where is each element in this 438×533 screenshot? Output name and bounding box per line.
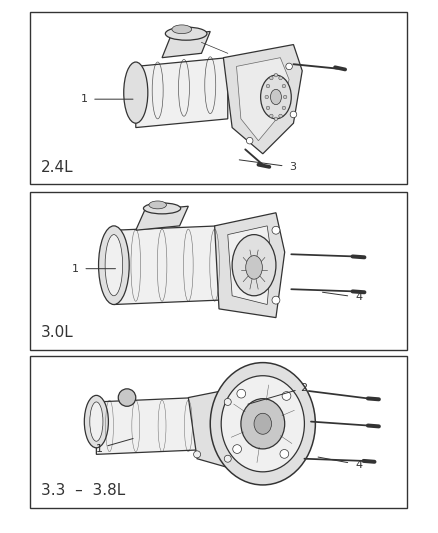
Ellipse shape	[282, 392, 291, 400]
Text: 4: 4	[356, 460, 363, 470]
Ellipse shape	[233, 445, 241, 454]
Ellipse shape	[266, 106, 270, 110]
Ellipse shape	[269, 76, 273, 80]
Ellipse shape	[124, 62, 148, 123]
Ellipse shape	[254, 413, 272, 434]
Ellipse shape	[282, 106, 286, 110]
Ellipse shape	[274, 117, 278, 120]
Polygon shape	[136, 206, 188, 230]
Bar	[30, 357, 407, 507]
Ellipse shape	[149, 201, 166, 209]
Polygon shape	[114, 226, 219, 304]
Polygon shape	[188, 389, 237, 467]
Ellipse shape	[286, 63, 293, 70]
Ellipse shape	[272, 296, 280, 304]
Ellipse shape	[282, 84, 286, 88]
Polygon shape	[215, 213, 285, 318]
Ellipse shape	[99, 226, 129, 304]
Text: 1: 1	[96, 444, 103, 454]
Ellipse shape	[290, 111, 297, 118]
Ellipse shape	[265, 95, 268, 99]
Text: 1: 1	[81, 94, 88, 104]
Ellipse shape	[241, 399, 285, 449]
Ellipse shape	[246, 256, 262, 279]
Bar	[30, 192, 407, 350]
Polygon shape	[223, 45, 302, 154]
Ellipse shape	[105, 235, 123, 296]
Ellipse shape	[283, 95, 287, 99]
Ellipse shape	[224, 455, 231, 462]
Ellipse shape	[221, 376, 304, 472]
Polygon shape	[237, 58, 289, 141]
Ellipse shape	[272, 227, 280, 234]
Ellipse shape	[274, 74, 278, 77]
Text: 4: 4	[356, 292, 363, 302]
Ellipse shape	[166, 27, 207, 40]
Ellipse shape	[270, 90, 281, 104]
Text: 2: 2	[300, 383, 307, 393]
Ellipse shape	[279, 114, 282, 118]
Ellipse shape	[84, 395, 108, 448]
Ellipse shape	[172, 25, 191, 34]
Ellipse shape	[210, 362, 315, 485]
Ellipse shape	[118, 389, 136, 406]
Ellipse shape	[261, 75, 291, 119]
Text: 1: 1	[72, 264, 79, 273]
Text: 3: 3	[289, 162, 296, 172]
Text: 3.0L: 3.0L	[41, 325, 74, 340]
Polygon shape	[96, 398, 197, 454]
Polygon shape	[136, 58, 228, 127]
Ellipse shape	[279, 76, 282, 80]
Ellipse shape	[224, 399, 231, 406]
Ellipse shape	[246, 138, 253, 144]
Ellipse shape	[143, 203, 180, 214]
Polygon shape	[228, 226, 272, 304]
Ellipse shape	[90, 402, 103, 441]
Bar	[30, 12, 407, 184]
Ellipse shape	[280, 449, 289, 458]
Polygon shape	[162, 31, 210, 58]
Ellipse shape	[232, 235, 276, 296]
Ellipse shape	[269, 114, 273, 118]
Text: 2.4L: 2.4L	[41, 160, 73, 175]
Ellipse shape	[266, 84, 270, 88]
Text: 3.3  –  3.8L: 3.3 – 3.8L	[41, 483, 125, 498]
Ellipse shape	[194, 451, 201, 458]
Ellipse shape	[237, 389, 246, 398]
